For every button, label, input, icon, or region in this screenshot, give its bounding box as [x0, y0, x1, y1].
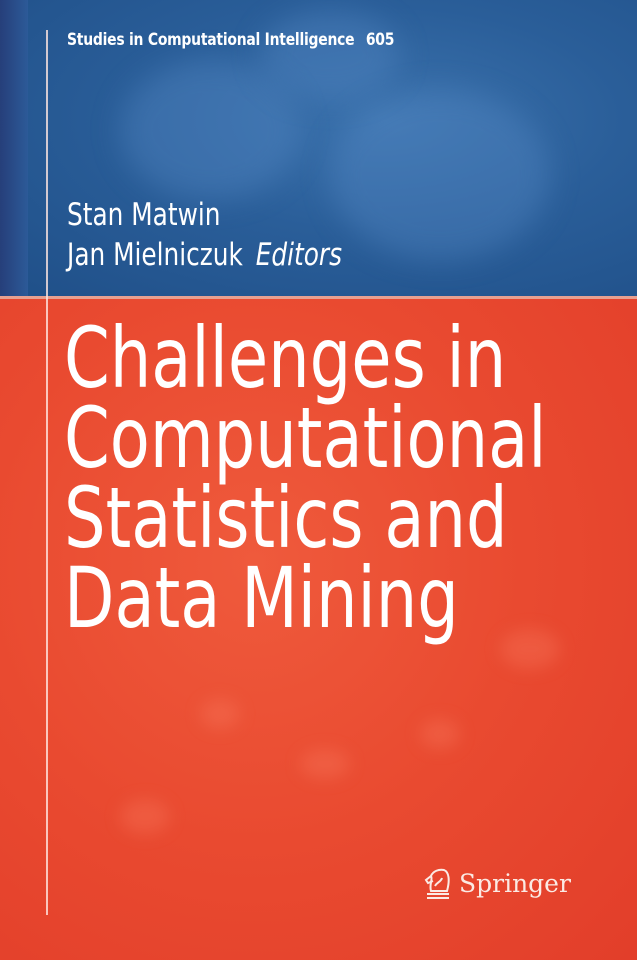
editor-name-line: Jan Mielniczuk Editors: [67, 237, 342, 273]
publisher-name: Springer: [459, 868, 571, 898]
series-number: 605: [365, 30, 395, 50]
title-line: Statistics and: [64, 469, 508, 567]
cover-bottom-band: [0, 299, 637, 960]
knight-chess-piece-icon: [424, 868, 450, 899]
editors-label: Editors: [255, 237, 343, 273]
title-line: Data Mining: [64, 549, 459, 647]
editor-name: Stan Matwin: [67, 197, 221, 233]
publisher-logo: Springer: [423, 866, 571, 900]
series-name: Studies in Computational Intelligence: [67, 30, 355, 50]
book-title: Challenges in Computational Statistics a…: [64, 309, 637, 647]
series-title: Studies in Computational Intelligence 605: [67, 30, 394, 50]
editor-name: Jan Mielniczuk: [67, 237, 243, 273]
title-line: Challenges in: [64, 309, 507, 407]
vertical-rule: [46, 30, 48, 915]
band-divider: [0, 296, 637, 299]
cover-top-band: [0, 0, 637, 298]
title-line: Computational: [64, 389, 547, 487]
